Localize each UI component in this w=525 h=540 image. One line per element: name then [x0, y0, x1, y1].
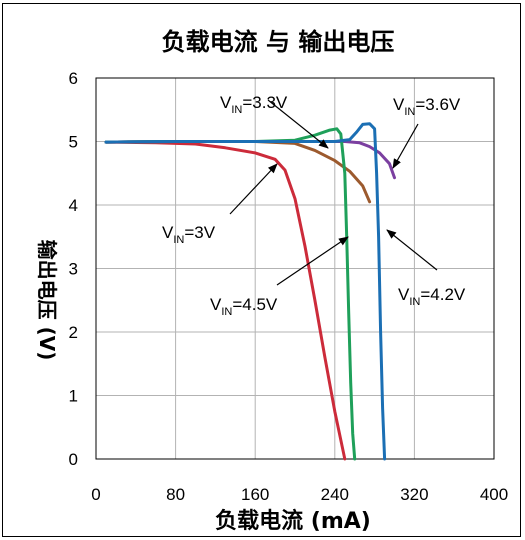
x-tick-label: 0 — [91, 485, 100, 504]
series-annotation: VIN=4.2V — [398, 285, 466, 308]
series-line — [104, 140, 347, 461]
annotation-arrow — [392, 123, 419, 169]
y-tick-labels: 0 1 2 3 4 5 6 — [69, 69, 78, 469]
chart-frame — [2, 3, 521, 537]
y-tick-label: 5 — [69, 133, 78, 152]
x-tick-labels: 0 80 160 240 320 400 — [91, 485, 508, 504]
x-tick-label: 80 — [166, 485, 185, 504]
x-tick-label: 320 — [400, 485, 428, 504]
x-axis-label: 负载电流 (mA) — [215, 508, 371, 534]
series-annotation: VIN=4.5V — [210, 295, 278, 318]
series-line — [104, 122, 387, 461]
y-tick-label: 4 — [69, 196, 78, 215]
chart-title: 负载电流 与 输出电压 — [162, 28, 395, 56]
y-tick-label: 6 — [69, 69, 78, 88]
annotations: VIN=3.3V VIN=3.6V VIN=3V VIN=4.5V VIN=4.2V — [162, 93, 466, 318]
y-axis-label: 输出电压 (V) — [35, 240, 59, 361]
annotation-arrow — [267, 99, 329, 149]
series-annotation: VIN=3.6V — [393, 95, 461, 118]
annotation-arrow — [276, 236, 349, 286]
x-tick-label: 160 — [241, 485, 269, 504]
x-tick-label: 240 — [321, 485, 349, 504]
y-tick-label: 0 — [69, 450, 78, 469]
y-tick-label: 3 — [69, 260, 78, 279]
y-tick-label: 1 — [69, 387, 78, 406]
y-tick-label: 2 — [69, 323, 78, 342]
annotation-arrow — [229, 163, 278, 215]
plot-area-border — [95, 77, 495, 460]
annotation-arrow — [386, 229, 438, 271]
series-annotation: VIN=3.3V — [220, 93, 288, 116]
series-layer — [104, 122, 396, 461]
series-line — [104, 127, 357, 461]
x-tick-label: 400 — [480, 485, 508, 504]
series-annotation: VIN=3V — [162, 223, 216, 246]
